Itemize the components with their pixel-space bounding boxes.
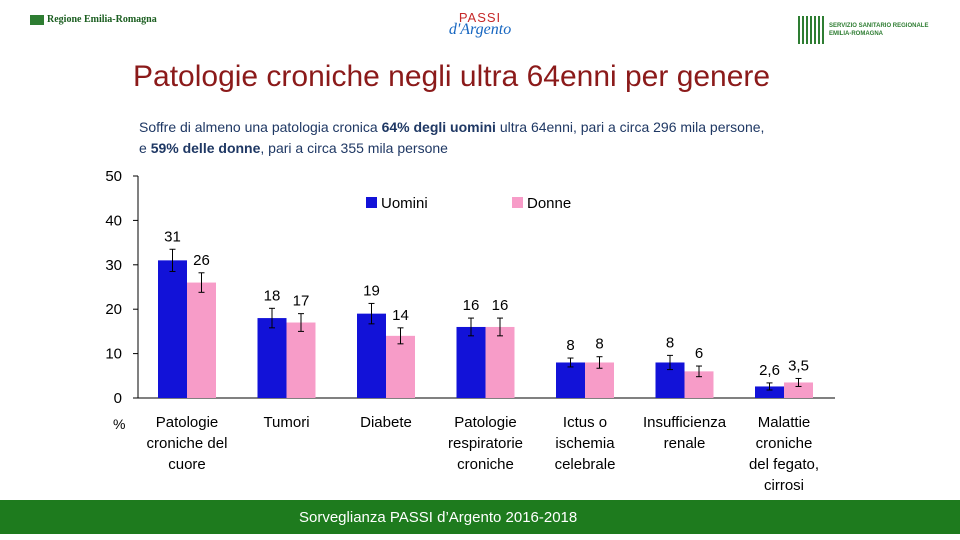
- data-label: 17: [293, 293, 310, 310]
- bar-chart: 0 10 20 30 40 50% 31 26 Patologie croniche del cuo…: [105, 168, 835, 494]
- y-axis-unit-label: %: [113, 416, 125, 432]
- bar-donne: [485, 326, 515, 398]
- subtitle-part2: ultra 64enni, pari a circa 296 mila pers…: [495, 119, 765, 135]
- bar-uomini: [755, 386, 784, 398]
- data-label: 6: [695, 345, 703, 362]
- x-tick-label: cuore: [168, 456, 206, 473]
- y-tick-label: 0: [114, 390, 122, 407]
- regione-logo: Regione Emilia-Romagna: [30, 14, 157, 25]
- y-tick-label: 10: [105, 346, 122, 363]
- data-label: 16: [492, 297, 509, 314]
- bar-uomini: [158, 260, 187, 398]
- subtitle-part1: Soffre di almeno una patologia cronica: [139, 119, 382, 135]
- bar-uomini: [357, 313, 386, 398]
- passi-logo-text: PASSI: [458, 10, 502, 25]
- ssr-grid-icon: [798, 16, 824, 44]
- chart-subtitle: Soffre di almeno una patologia cronica 6…: [139, 117, 939, 159]
- x-tick-label: Diabete: [360, 414, 412, 431]
- x-tick-label: Malattie: [758, 414, 811, 431]
- bar-donne: [187, 282, 216, 398]
- bar-donne: [784, 382, 813, 398]
- x-tick-label: croniche: [457, 456, 514, 473]
- x-tick-label: Tumori: [263, 414, 309, 431]
- subtitle-bold-donne: 59% delle donne: [150, 140, 261, 156]
- data-label: 8: [595, 336, 603, 353]
- footer-bar: Sorveglianza PASSI d’Argento 2016-2018: [0, 500, 960, 534]
- legend-label-donne: Donne: [527, 195, 571, 212]
- regione-logo-text: Regione Emilia-Romagna: [47, 14, 157, 25]
- bar-donne: [286, 322, 316, 398]
- y-tick-label: 50: [105, 168, 122, 185]
- y-tick-label: 20: [105, 301, 122, 318]
- ssr-logo: SERVIZIO SANITARIO REGIONALE EMILIA-ROMA…: [798, 16, 928, 44]
- data-label: 8: [566, 337, 574, 354]
- page-title: Patologie croniche negli ultra 64enni pe…: [133, 60, 771, 93]
- ssr-logo-line2: EMILIA-ROMAGNA: [829, 31, 883, 37]
- x-tick-label: Ictus o: [563, 414, 607, 431]
- x-tick-label: cirrosi: [764, 477, 804, 494]
- bar-uomini: [556, 362, 585, 398]
- x-tick-label: croniche: [756, 435, 813, 452]
- passi-argento-logo: PASSI d'Argento: [440, 10, 520, 50]
- ssr-logo-line1: SERVIZIO SANITARIO REGIONALE: [829, 23, 929, 29]
- bar-uomini: [456, 326, 486, 398]
- argento-logo-text: d'Argento: [448, 21, 512, 38]
- footer-text: Sorveglianza PASSI d’Argento 2016-2018: [299, 509, 578, 526]
- data-label: 2,6: [759, 362, 780, 379]
- legend-swatch-uomini: [366, 197, 377, 208]
- data-label: 19: [363, 282, 380, 299]
- data-label: 3,5: [788, 357, 809, 374]
- data-label: 18: [264, 287, 281, 304]
- y-tick-label: 30: [105, 257, 122, 274]
- data-label: 31: [164, 228, 181, 245]
- x-tick-label: ischemia: [555, 435, 615, 452]
- x-tick-label: del fegato,: [749, 456, 819, 473]
- data-label: 8: [666, 334, 674, 351]
- regione-flag-icon: [30, 14, 44, 25]
- x-tick-label: Patologie: [156, 414, 219, 431]
- bar-uomini: [257, 318, 287, 398]
- data-label: 26: [193, 252, 210, 269]
- subtitle-bold-uomini: 64% degli uomini: [381, 119, 496, 135]
- data-label: 16: [463, 297, 480, 314]
- x-tick-label: croniche del: [147, 435, 228, 452]
- x-tick-label: celebrale: [555, 456, 616, 473]
- data-label: 14: [392, 307, 409, 324]
- x-tick-label: Insufficienza: [643, 414, 727, 431]
- y-tick-label: 40: [105, 212, 122, 229]
- subtitle-part3: e: [139, 140, 151, 156]
- subtitle-part4: , pari a circa 355 mila persone: [260, 140, 448, 156]
- x-tick-label: respiratorie: [448, 435, 523, 452]
- bar-donne: [386, 335, 415, 398]
- legend-swatch-donne: [512, 197, 523, 208]
- legend-label-uomini: Uomini: [381, 195, 428, 212]
- x-tick-label: Patologie: [454, 414, 517, 431]
- x-tick-label: renale: [664, 435, 706, 452]
